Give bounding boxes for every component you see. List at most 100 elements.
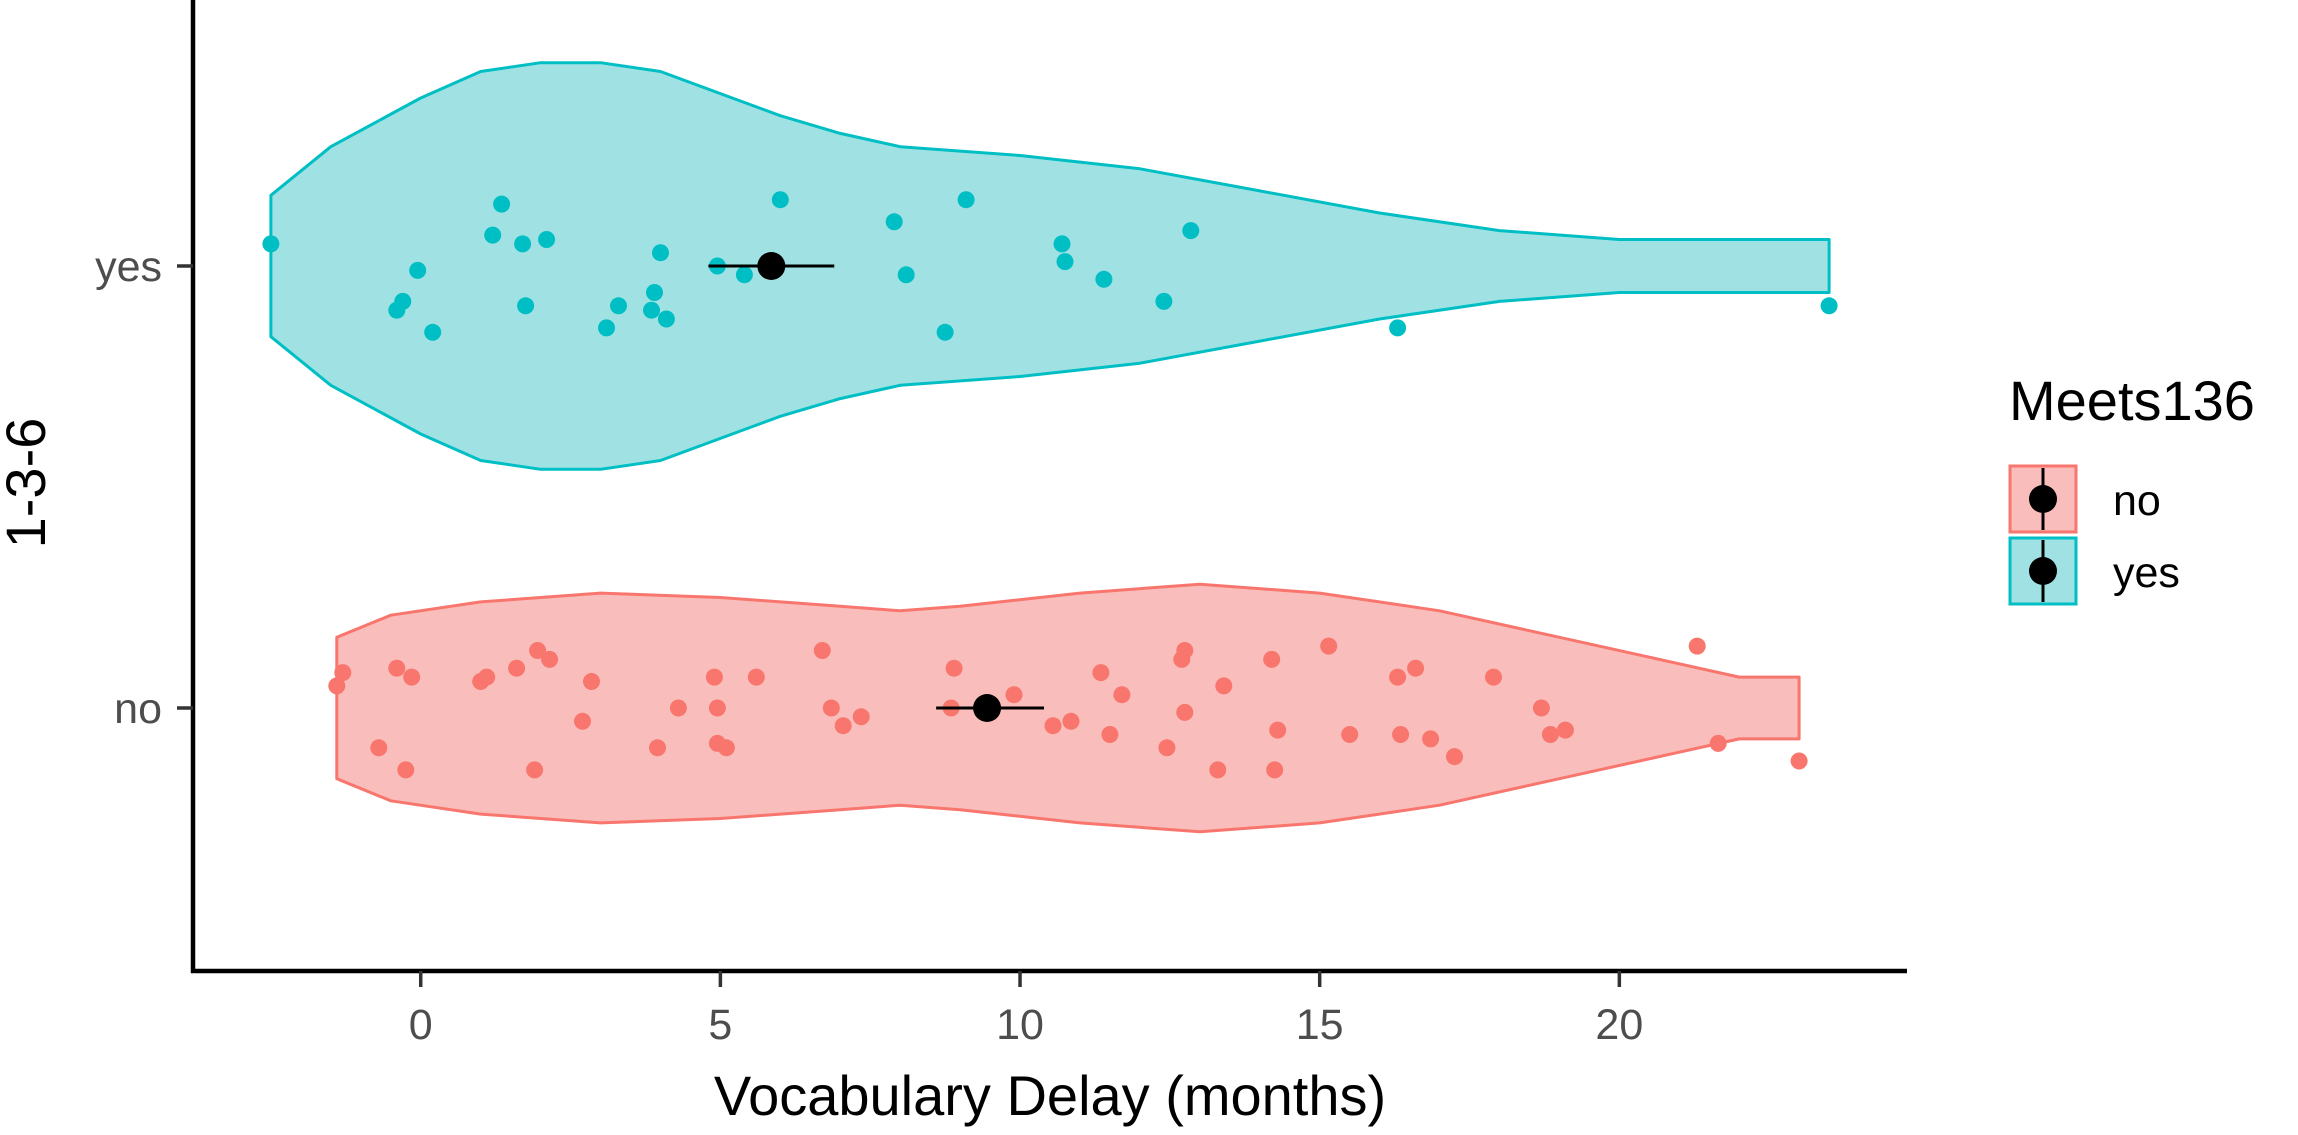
point-no [334,664,352,682]
point-no [1688,637,1706,655]
means-layer [708,252,1045,722]
x-tick-label-15: 15 [1296,1001,1344,1049]
point-no [397,761,415,779]
point-no [1158,739,1176,757]
point-no [574,712,591,730]
point-no [583,673,600,690]
violin-yes [269,61,1831,471]
violins-layer [269,61,1831,834]
point-yes [1056,253,1074,271]
y-ticks: no yes [95,243,193,733]
point-no [1062,712,1080,730]
point-no [1407,659,1425,677]
point-yes [424,323,442,341]
legend-label-yes: yes [2113,549,2180,597]
point-no [1269,721,1287,739]
point-no [945,659,963,677]
point-no [747,668,765,686]
point-no [1101,726,1119,743]
point-no [1209,761,1227,779]
point-yes [936,323,954,341]
point-yes [657,310,675,328]
point-yes [517,297,535,315]
point-yes [1389,319,1407,337]
point-yes [897,266,915,284]
violin-no [335,582,1801,834]
legend: Meets136 no yes [2008,369,2255,606]
point-no [526,761,544,779]
point-no [1341,726,1359,743]
x-tick-label-5: 5 [708,1001,732,1049]
point-yes [610,297,627,315]
points-layer [262,191,1838,779]
point-no [508,659,526,677]
point-no [529,642,547,659]
legend-entries: no yes [2008,464,2180,606]
legend-title: Meets136 [2009,369,2255,432]
point-no [852,708,870,726]
point-yes [1155,292,1173,310]
point-no [478,668,496,686]
point-yes [514,235,532,253]
point-no [1266,761,1284,779]
legend-label-no: no [2113,477,2161,525]
x-ticks: 0 5 10 15 20 [409,971,1643,1049]
point-yes [1820,297,1838,315]
y-axis-title: 1-3-6 [0,418,57,549]
point-no [1113,686,1131,704]
legend-key-mean-no [2029,485,2057,513]
point-no [708,699,726,717]
point-no [1485,668,1502,686]
point-yes [1053,235,1071,253]
point-yes [885,213,903,231]
point-yes [262,235,280,253]
mean-point-no [973,694,1002,722]
point-no [1389,668,1407,686]
point-no [1541,726,1559,743]
point-no [1446,748,1463,766]
point-no [1556,721,1574,739]
point-yes [484,226,502,244]
point-no [328,677,346,695]
point-yes [409,261,427,279]
point-no [1392,726,1410,743]
point-yes [652,244,669,262]
point-no [1215,677,1233,695]
point-no [705,668,723,686]
y-tick-label-no: no [114,685,162,733]
point-no [1422,730,1440,748]
point-yes [957,191,975,209]
legend-key-mean-yes [2029,557,2057,585]
point-yes [493,195,511,213]
point-no [1709,734,1727,752]
point-no [1320,637,1338,655]
x-axis-title: Vocabulary Delay (months) [714,1064,1386,1127]
point-no [1044,717,1062,735]
point-yes [394,292,412,310]
point-no [717,739,735,757]
point-yes [646,284,663,301]
mean-point-yes [757,252,786,280]
point-yes [643,301,660,319]
point-no [370,739,388,757]
point-yes [538,231,556,248]
point-yes [598,319,615,337]
point-no [1532,699,1550,717]
point-no [813,642,831,659]
point-no [822,699,840,717]
x-tick-label-20: 20 [1595,1001,1643,1049]
point-yes [771,191,789,209]
point-no [649,739,666,757]
point-no [834,717,852,735]
point-no [1005,686,1023,704]
point-no [403,668,421,686]
point-yes [735,266,753,284]
x-tick-label-10: 10 [996,1001,1044,1049]
point-no [1790,752,1808,770]
point-no [1263,650,1281,668]
point-no [1092,664,1110,682]
point-no [388,659,406,677]
point-no [1176,703,1194,721]
y-tick-label-yes: yes [95,243,162,291]
